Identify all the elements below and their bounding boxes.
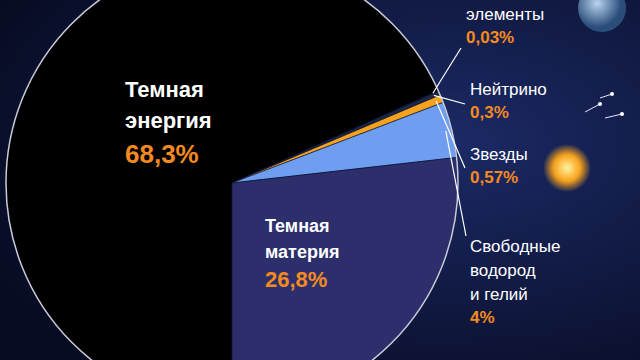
data-label: 0,57% (470, 168, 518, 187)
data-label: 4% (470, 308, 495, 327)
plot-area (6, 0, 458, 360)
earth-icon (578, 0, 626, 32)
category-label: Свободные водород и гелий (470, 237, 565, 304)
sun-icon (543, 144, 591, 192)
neutrino-icon (605, 114, 622, 118)
category-label: Нейтрино (470, 80, 547, 99)
data-label: 0,3% (470, 103, 509, 122)
leader-line (446, 131, 466, 236)
data-label: 68,3% (125, 139, 199, 169)
neutrino-icon (620, 112, 624, 116)
category-label: Звезды (470, 145, 528, 164)
chart: Темная энергия 68,3% элементы 0,03% Нейтрино… (0, 0, 640, 360)
pie (6, 0, 458, 360)
category-label: Темная энергия (125, 77, 212, 133)
data-label: 26,8% (265, 267, 327, 292)
neutrino-icon (598, 102, 602, 106)
leader-line (434, 95, 465, 104)
neutrino-icon (585, 104, 600, 112)
leader-line (433, 48, 461, 93)
icons (543, 0, 626, 192)
category-label: элементы (466, 5, 544, 24)
category-label: Темная материя (265, 216, 339, 262)
pie-outline (6, 0, 458, 360)
neutrino-icon (610, 92, 614, 96)
data-label: 0,03% (466, 28, 514, 47)
pie-slice (232, 157, 458, 360)
labels: Темная энергия 68,3% элементы 0,03% Нейтрино… (125, 5, 565, 327)
